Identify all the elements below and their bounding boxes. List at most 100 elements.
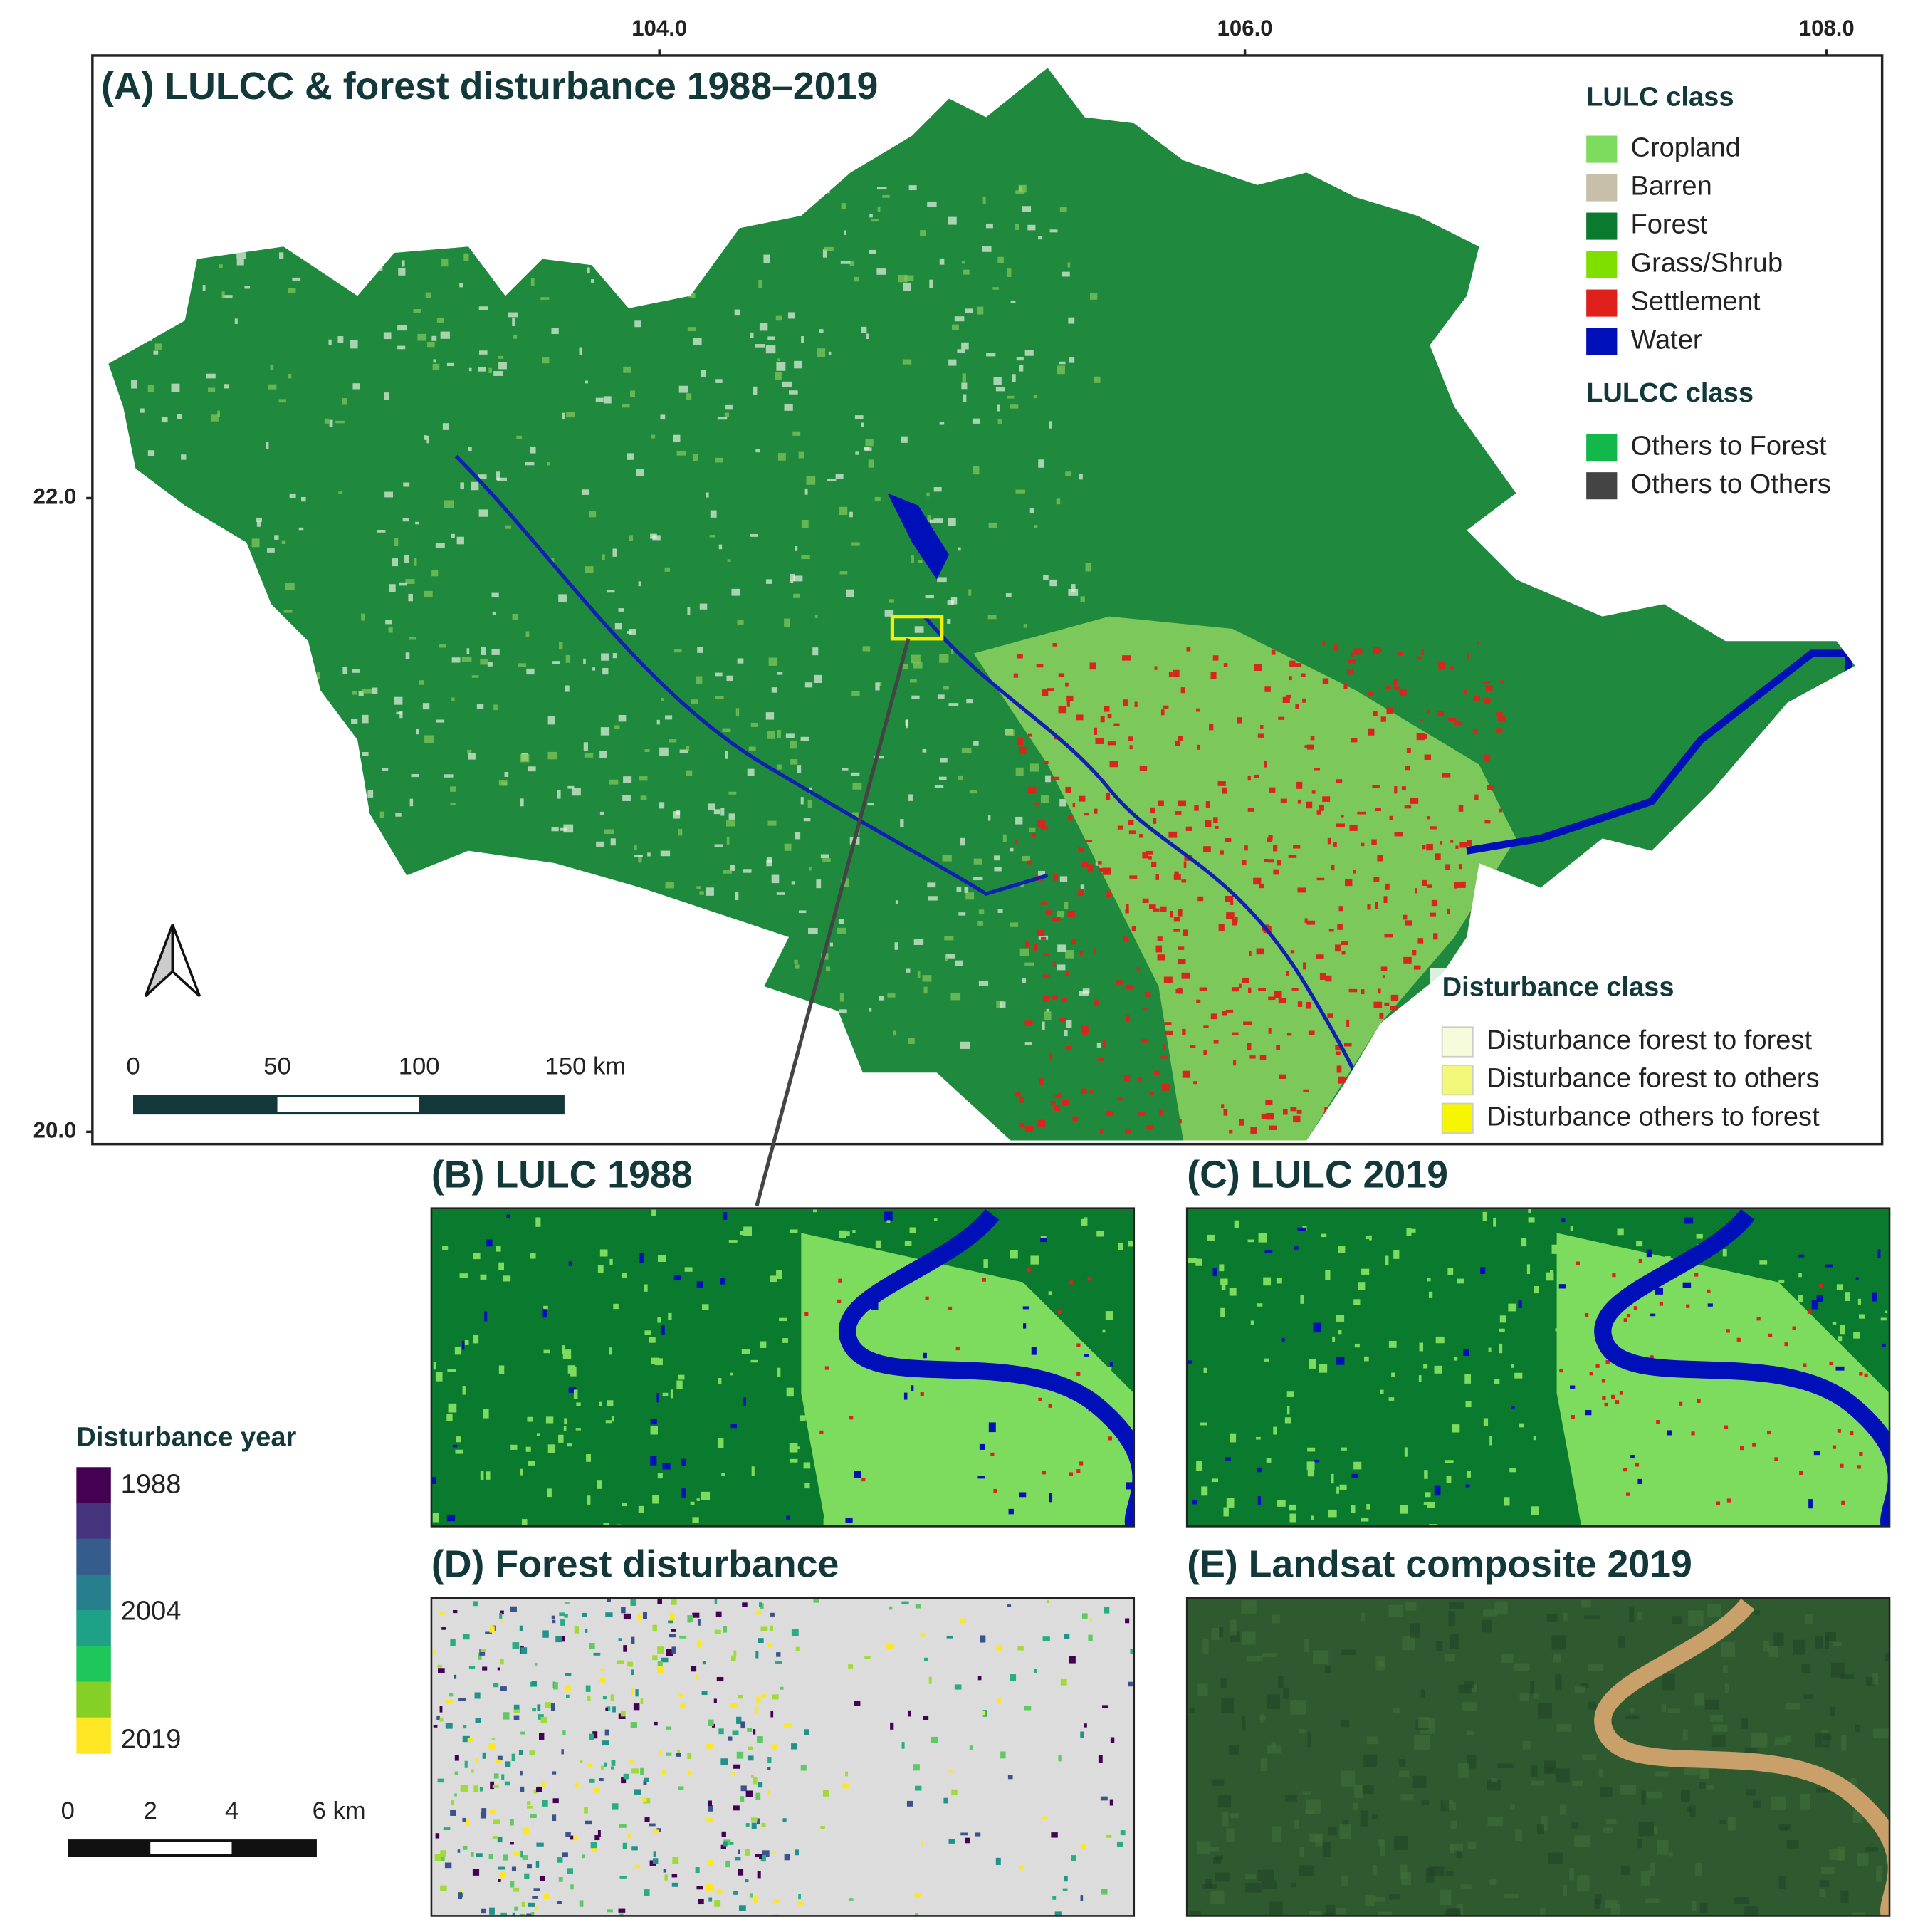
disturbance-speck [488,1743,496,1750]
disturbance-speck [587,1696,591,1701]
texture [1530,1681,1534,1694]
forest-speck [907,1038,915,1044]
disturbance-speck [738,1869,744,1876]
settlement-speck [1319,805,1324,811]
disturbance-speck [791,1629,799,1636]
speck [1368,1235,1372,1241]
disturbance-speck [666,1649,673,1656]
forest-speck [1007,268,1012,277]
disturbance-speck [589,1733,594,1740]
disturbance-speck [524,1873,530,1879]
disturbance-speck [708,1859,714,1866]
forest-speck [1024,350,1034,356]
speck [1109,1362,1113,1367]
disturbance-speck [747,1728,753,1732]
disturbance-speck [663,1869,667,1873]
forest-speck [798,451,804,459]
disturbance-speck [758,1782,763,1788]
disturbance-speck [500,1686,507,1691]
disturbance-speck [738,1905,746,1911]
forest-speck [623,366,631,373]
settlement-speck [1767,1430,1771,1435]
disturbance-speck [751,1775,754,1778]
forest-speck [776,362,786,371]
disturbance-speck [751,1822,757,1829]
settlement-speck [1832,1445,1837,1449]
disturbance-speck [622,1842,627,1849]
forest-speck [997,404,1000,412]
settlement-speck [1218,924,1225,931]
disturbance-speck [657,1598,662,1604]
forest-speck [595,397,604,402]
settlement-speck [1051,776,1060,780]
disturbance-speck [462,1845,468,1850]
settlement-speck [1019,1122,1025,1128]
delta [973,616,1516,1141]
texture [1447,1908,1461,1916]
texture [1653,1826,1658,1834]
texture [1531,1780,1545,1786]
speck [1845,1292,1850,1301]
speck [789,1458,798,1463]
speck [721,1473,725,1476]
speck [609,1258,613,1265]
settlement-speck [1113,723,1120,726]
speck [1007,1362,1016,1367]
speck [662,1463,671,1470]
texture [1533,1693,1539,1699]
forest-speck [629,535,634,542]
forest-speck [281,540,286,545]
speck [1041,1421,1046,1431]
forest-speck [911,555,914,563]
settlement-speck [1361,989,1365,995]
speck [886,1220,891,1223]
speck [1646,1249,1652,1258]
texture [1312,1650,1329,1664]
disturbance-speck [1060,1678,1067,1686]
forest-speck [699,891,704,895]
speck [1354,1343,1360,1348]
disturbance-speck [889,1606,893,1610]
speck [644,1284,648,1292]
disturbance-speck [535,1860,540,1868]
forest-speck [606,590,615,593]
texture [1460,1884,1472,1889]
disturbance-speck [716,1676,724,1682]
forest-speck [436,719,445,723]
speck [1049,1493,1053,1503]
settlement-speck [1037,930,1045,936]
settlement-speck [1840,1463,1844,1468]
texture [1489,1879,1497,1885]
speck [1696,1233,1703,1239]
forest-speck [801,336,804,343]
speck [446,1515,456,1522]
settlement-speck [1484,698,1491,704]
texture [1815,1787,1830,1793]
disturbance-speck [631,1636,635,1644]
forest-speck [567,785,575,789]
texture [1754,1610,1760,1615]
disturbance-speck [450,1810,456,1816]
texture [1307,1732,1311,1748]
disturbance-speck [773,1899,780,1903]
forest-speck [584,753,594,758]
speck [1882,1343,1886,1347]
speck [983,1285,990,1290]
forest-speck [383,332,392,340]
forest-speck [1000,1001,1006,1008]
forest-speck [236,259,244,266]
forest-speck [589,511,597,518]
disturbance-speck [629,1760,634,1764]
speck [1798,1273,1802,1278]
forest-speck [147,385,154,392]
disturbance-speck [630,1599,636,1606]
speck [884,1211,893,1221]
disturbance-speck [755,1854,762,1858]
forest-speck [342,666,348,674]
speck [1307,1447,1316,1452]
forest-speck [405,579,415,584]
forest-speck [884,610,894,617]
disturbance-speck [1098,1755,1103,1763]
speck [1526,1264,1531,1275]
settlement-speck [1168,672,1173,677]
